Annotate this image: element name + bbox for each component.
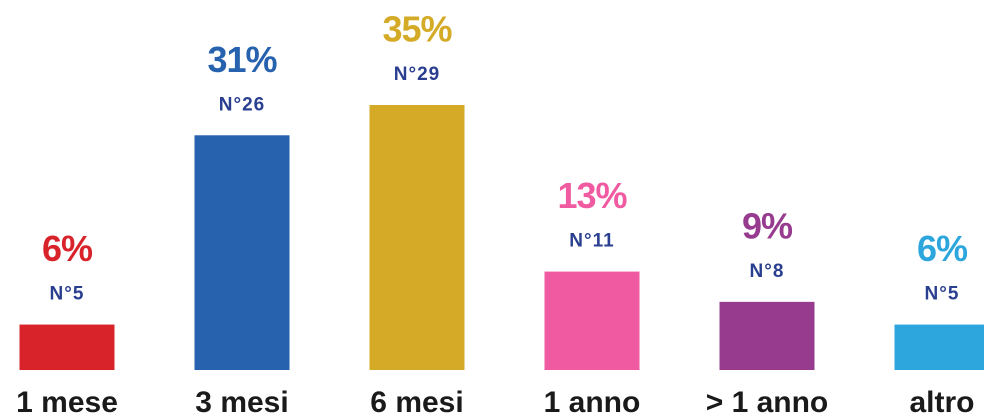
category-label: > 1 anno (706, 386, 829, 419)
bar (894, 324, 984, 370)
count-label: N°5 (50, 284, 85, 305)
category-label: 1 anno (544, 386, 641, 419)
value-label: 31% (207, 39, 277, 80)
count-label: N°11 (569, 231, 614, 252)
value-label: 6% (42, 228, 93, 269)
bar (369, 105, 465, 370)
count-label: N°29 (394, 64, 440, 85)
bar (194, 135, 290, 370)
category-label: altro (909, 386, 974, 419)
value-label: 13% (557, 175, 627, 216)
bar (19, 324, 115, 370)
count-label: N°8 (750, 261, 785, 282)
category-label: 1 mese (16, 386, 118, 419)
value-label: 6% (917, 228, 968, 269)
count-label: N°5 (925, 284, 960, 305)
value-label: 9% (742, 205, 793, 246)
count-label: N°26 (219, 94, 265, 115)
value-label: 35% (382, 9, 452, 50)
category-label: 3 mesi (195, 386, 288, 419)
bar (719, 301, 815, 370)
category-label: 6 mesi (370, 386, 463, 419)
bar (544, 271, 640, 370)
